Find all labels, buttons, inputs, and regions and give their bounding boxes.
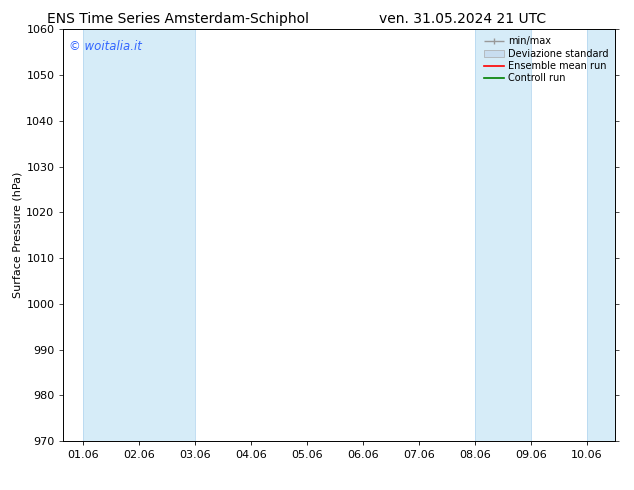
Y-axis label: Surface Pressure (hPa): Surface Pressure (hPa) — [12, 172, 22, 298]
Text: ven. 31.05.2024 21 UTC: ven. 31.05.2024 21 UTC — [379, 12, 547, 26]
Bar — [587, 29, 615, 441]
Legend: min/max, Deviazione standard, Ensemble mean run, Controll run: min/max, Deviazione standard, Ensemble m… — [481, 33, 611, 86]
Bar — [475, 29, 531, 441]
Bar — [83, 29, 195, 441]
Text: ENS Time Series Amsterdam-Schiphol: ENS Time Series Amsterdam-Schiphol — [46, 12, 309, 26]
Text: © woitalia.it: © woitalia.it — [69, 40, 142, 53]
